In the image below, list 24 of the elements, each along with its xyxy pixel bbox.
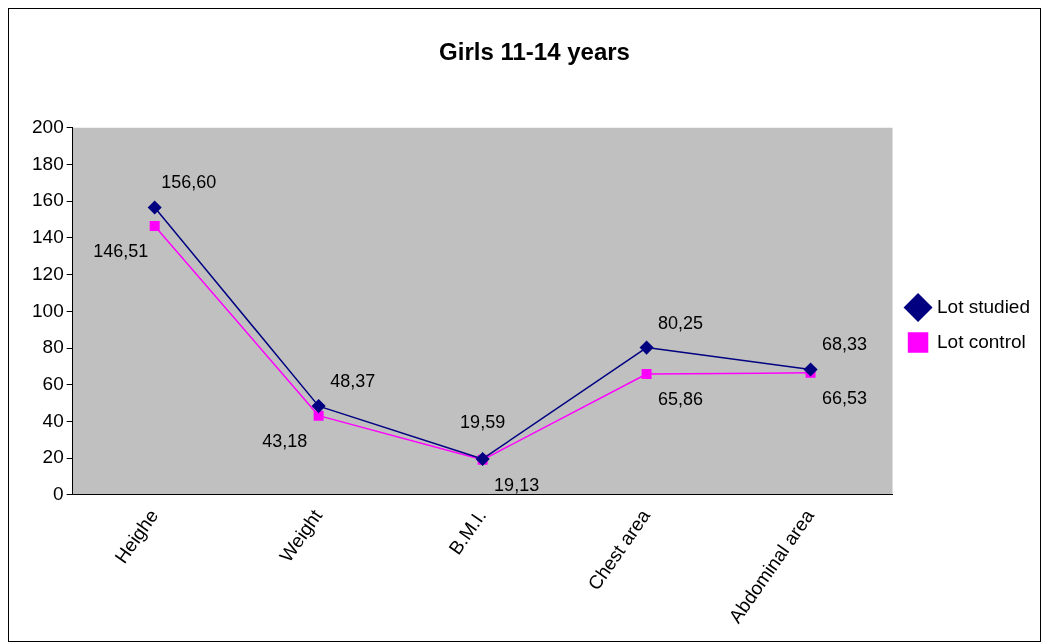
y-tick-label: 20 [42,446,64,468]
data-label: 19,59 [460,411,506,432]
y-tick-label: 0 [53,483,64,505]
y-tick-label: 120 [32,262,64,284]
y-tick-label: 100 [32,299,64,321]
data-label: 48,37 [330,371,376,392]
data-label: 19,13 [494,474,540,495]
y-tick-label: 40 [42,409,64,431]
data-label: 146,51 [93,240,149,261]
data-label: 80,25 [658,312,704,333]
data-label: 43,18 [262,430,308,451]
y-tick-label: 80 [42,336,64,358]
y-tick-label: 160 [32,189,64,211]
data-label: 65,86 [658,388,704,409]
y-tick-label: 60 [42,373,64,395]
y-tick-label: 180 [32,152,64,174]
data-label: 68,33 [822,334,868,355]
data-label: 66,53 [822,387,868,408]
y-tick-label: 140 [32,226,64,248]
legend-label: Lot studied [937,295,1031,317]
data-label: 156,60 [161,172,217,193]
legend-label: Lot control [937,330,1026,352]
chart-title: Girls 11-14 years [439,38,630,66]
y-tick-label: 200 [32,116,64,138]
